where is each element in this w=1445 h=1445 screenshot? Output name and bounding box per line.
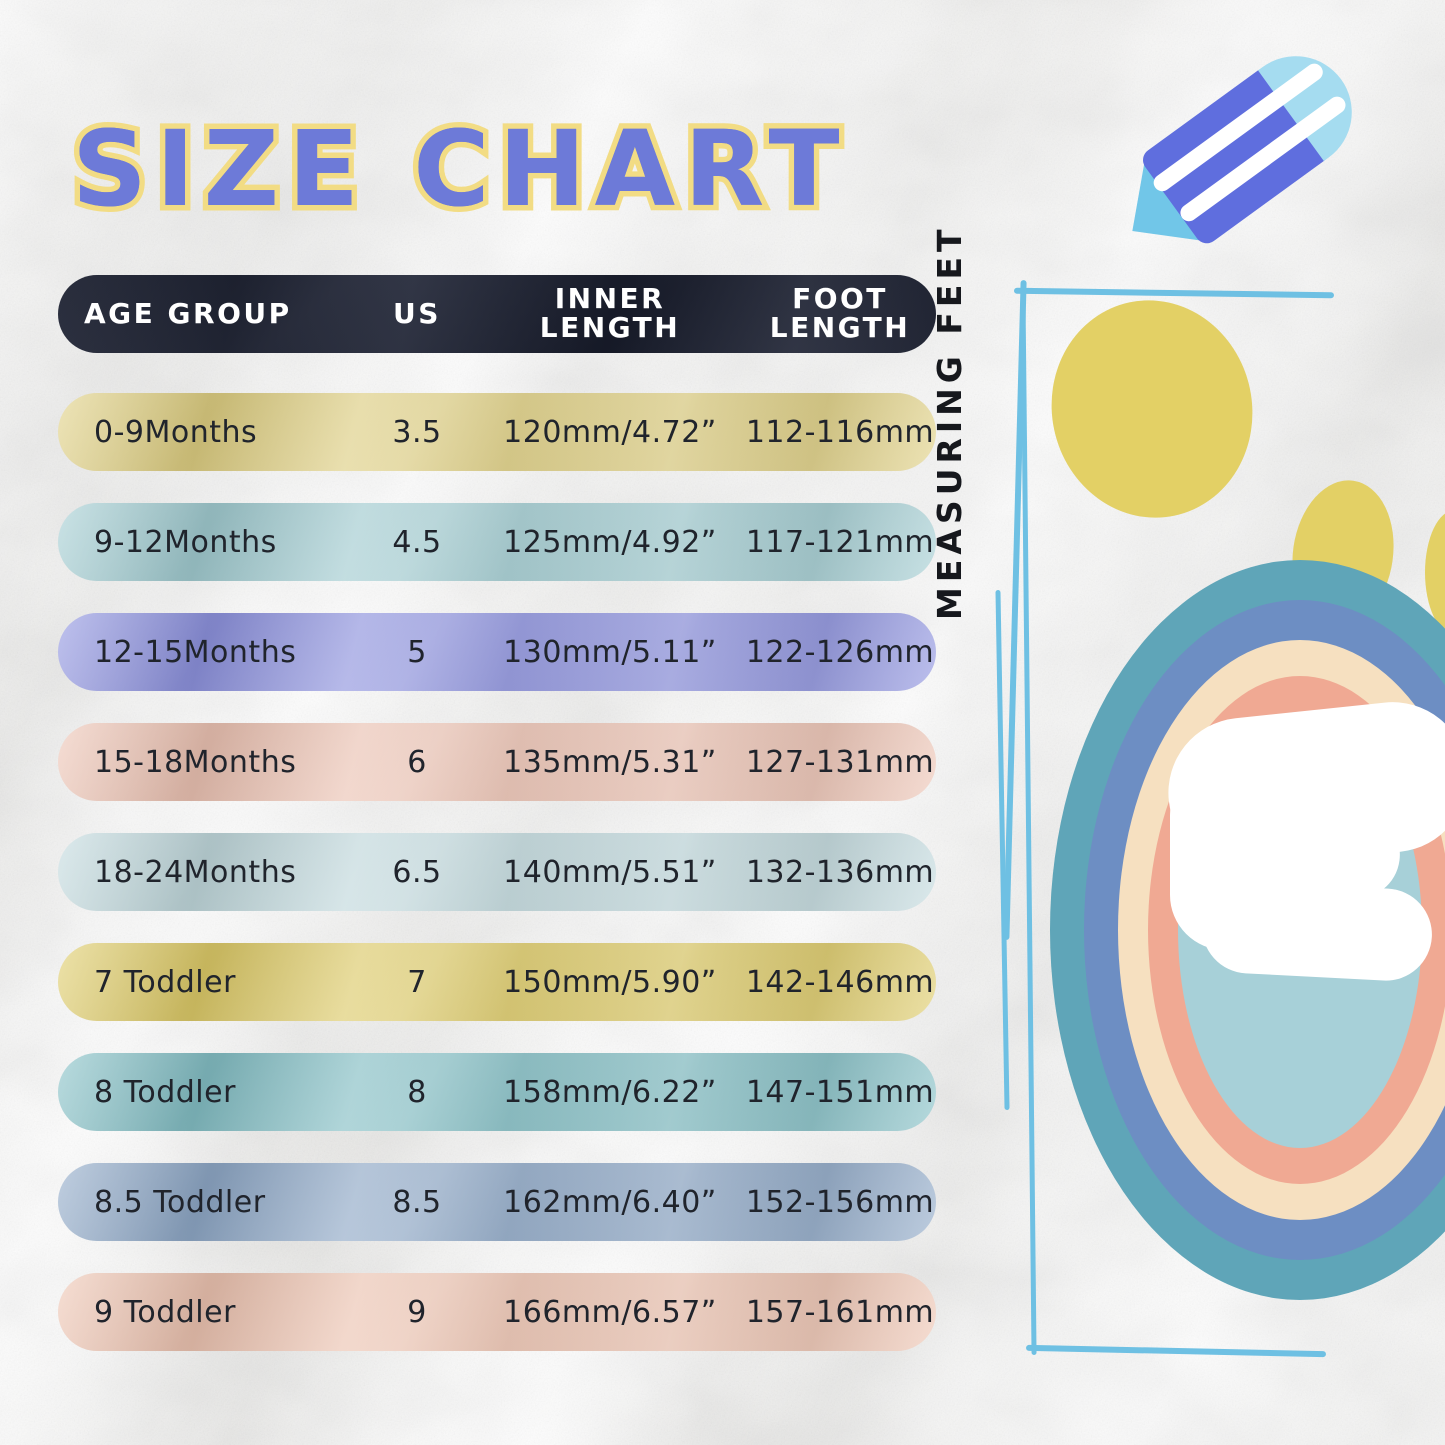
column-header-age-group: AGE GROUP <box>84 296 292 330</box>
cell-us: 9 <box>407 1294 427 1330</box>
table-row: 15-18Months 6 135mm/5.31” 127-131mm <box>58 723 936 801</box>
cell-inner-length: 162mm/6.40” <box>503 1184 717 1220</box>
cell-us: 7 <box>407 964 427 1000</box>
cell-age-group: 0-9Months <box>94 414 258 450</box>
blue-bracket-icon <box>1025 1344 1327 1358</box>
cell-us: 6 <box>407 744 427 780</box>
cell-us: 8 <box>407 1074 427 1110</box>
cell-inner-length: 158mm/6.22” <box>503 1074 717 1110</box>
page-title-text: SIZE CHART <box>66 103 849 236</box>
cell-age-group: 15-18Months <box>94 744 297 780</box>
cell-age-group: 18-24Months <box>94 854 297 890</box>
measuring-feet-label: MEASURING FEET <box>930 224 969 620</box>
size-chart-table: AGE GROUP US INNER LENGTH FOOT LENGTH 0-… <box>58 275 936 1383</box>
cell-foot-length: 132-136mm <box>745 854 935 890</box>
cell-age-group: 8 Toddler <box>94 1074 236 1110</box>
table-row: 8.5 Toddler 8.5 162mm/6.40” 152-156mm <box>58 1163 936 1241</box>
cell-inner-length: 125mm/4.92” <box>503 524 717 560</box>
cell-foot-length: 122-126mm <box>745 634 935 670</box>
yellow-blob-icon <box>1031 281 1273 537</box>
column-header-inner-length: INNER LENGTH <box>539 282 681 344</box>
rainbow-oval-icon <box>1050 560 1445 1300</box>
cell-foot-length: 152-156mm <box>745 1184 935 1220</box>
cell-age-group: 7 Toddler <box>94 964 236 1000</box>
cell-us: 8.5 <box>392 1184 442 1220</box>
cell-inner-length: 150mm/5.90” <box>503 964 717 1000</box>
column-header-foot-length: FOOT LENGTH <box>769 282 911 344</box>
cell-us: 4.5 <box>392 524 442 560</box>
cell-age-group: 12-15Months <box>94 634 297 670</box>
blue-bracket-icon <box>1020 295 1037 1355</box>
table-row: 7 Toddler 7 150mm/5.90” 142-146mm <box>58 943 936 1021</box>
cell-foot-length: 117-121mm <box>745 524 935 560</box>
cell-age-group: 8.5 Toddler <box>94 1184 266 1220</box>
cell-us: 3.5 <box>392 414 442 450</box>
cell-inner-length: 140mm/5.51” <box>503 854 717 890</box>
table-row: 9 Toddler 9 166mm/6.57” 157-161mm <box>58 1273 936 1351</box>
cell-foot-length: 112-116mm <box>745 414 935 450</box>
cell-inner-length: 120mm/4.72” <box>503 414 717 450</box>
cell-age-group: 9 Toddler <box>94 1294 236 1330</box>
column-header-us: US <box>393 296 441 330</box>
cell-us: 6.5 <box>392 854 442 890</box>
table-row: 18-24Months 6.5 140mm/5.51” 132-136mm <box>58 833 936 911</box>
blue-bracket-icon <box>1013 287 1335 299</box>
yellow-blob-icon <box>1425 510 1445 635</box>
cell-foot-length: 127-131mm <box>745 744 935 780</box>
table-row: 12-15Months 5 130mm/5.11” 122-126mm <box>58 613 936 691</box>
table-row: 0-9Months 3.5 120mm/4.72” 112-116mm <box>58 393 936 471</box>
cell-us: 5 <box>407 634 427 670</box>
cell-inner-length: 135mm/5.31” <box>503 744 717 780</box>
cell-inner-length: 130mm/5.11” <box>503 634 717 670</box>
table-row: 8 Toddler 8 158mm/6.22” 147-151mm <box>58 1053 936 1131</box>
cell-foot-length: 147-151mm <box>745 1074 935 1110</box>
table-row: 9-12Months 4.5 125mm/4.92” 117-121mm <box>58 503 936 581</box>
cell-foot-length: 142-146mm <box>745 964 935 1000</box>
cell-foot-length: 157-161mm <box>745 1294 935 1330</box>
table-header-row: AGE GROUP US INNER LENGTH FOOT LENGTH <box>58 275 936 353</box>
cell-age-group: 9-12Months <box>94 524 277 560</box>
illustration-panel <box>990 33 1445 1390</box>
page-title: SIZE CHART <box>66 103 849 236</box>
cell-inner-length: 166mm/6.57” <box>503 1294 717 1330</box>
footprint-icon <box>1170 760 1280 950</box>
